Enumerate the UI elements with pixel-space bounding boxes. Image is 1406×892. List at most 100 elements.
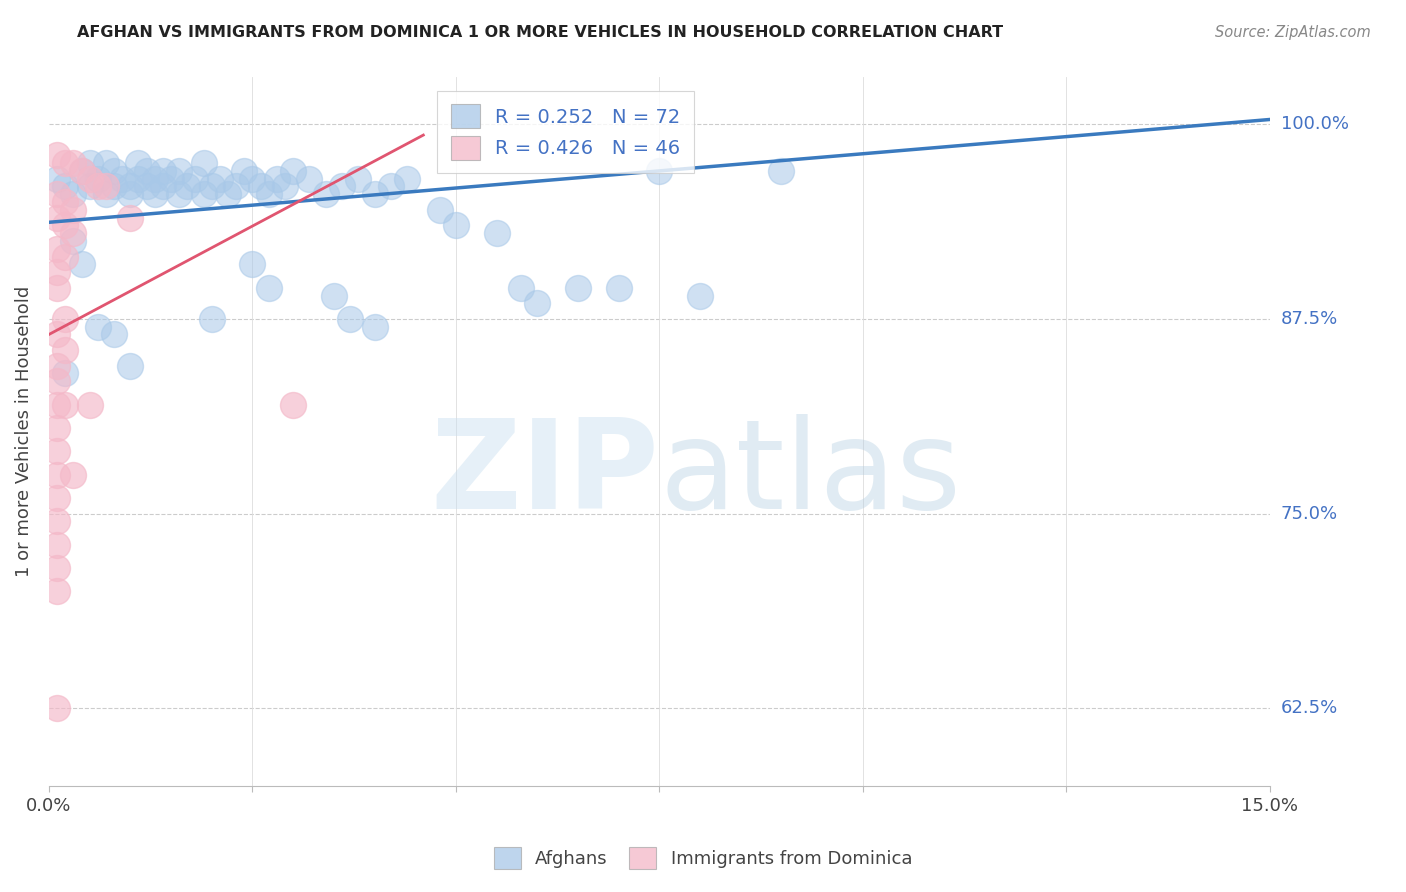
Point xyxy=(46,359,69,373)
Point xyxy=(225,179,247,194)
Point xyxy=(79,398,101,412)
Point xyxy=(281,164,304,178)
Point xyxy=(46,148,69,162)
Point xyxy=(770,164,793,178)
Point xyxy=(120,359,142,373)
Point xyxy=(46,265,69,279)
Point xyxy=(249,179,271,194)
Point xyxy=(94,187,117,202)
Point xyxy=(46,491,69,505)
Point xyxy=(510,281,533,295)
Point xyxy=(233,164,256,178)
Point xyxy=(87,319,110,334)
Point xyxy=(46,421,69,435)
Point xyxy=(70,257,93,271)
Text: 62.5%: 62.5% xyxy=(1281,699,1339,717)
Point xyxy=(62,467,84,482)
Point xyxy=(62,156,84,170)
Point xyxy=(380,179,402,194)
Point xyxy=(396,171,419,186)
Point xyxy=(201,179,224,194)
Point xyxy=(46,187,69,202)
Point xyxy=(79,171,101,186)
Point xyxy=(143,171,166,186)
Point xyxy=(46,211,69,225)
Point xyxy=(128,171,150,186)
Point xyxy=(208,171,231,186)
Point xyxy=(111,171,134,186)
Point xyxy=(46,467,69,482)
Text: 100.0%: 100.0% xyxy=(1281,115,1348,133)
Text: Source: ZipAtlas.com: Source: ZipAtlas.com xyxy=(1215,25,1371,40)
Text: 87.5%: 87.5% xyxy=(1281,310,1339,328)
Point xyxy=(70,164,93,178)
Point xyxy=(46,281,69,295)
Point xyxy=(176,179,198,194)
Point xyxy=(201,311,224,326)
Point xyxy=(87,171,110,186)
Point xyxy=(242,257,264,271)
Point xyxy=(46,538,69,552)
Text: AFGHAN VS IMMIGRANTS FROM DOMINICA 1 OR MORE VEHICLES IN HOUSEHOLD CORRELATION C: AFGHAN VS IMMIGRANTS FROM DOMINICA 1 OR … xyxy=(77,25,1004,40)
Point xyxy=(429,202,451,217)
Point xyxy=(257,187,280,202)
Point xyxy=(79,156,101,170)
Point xyxy=(347,171,370,186)
Point xyxy=(167,164,190,178)
Point xyxy=(46,327,69,342)
Point xyxy=(53,311,76,326)
Text: atlas: atlas xyxy=(659,414,962,535)
Point xyxy=(70,164,93,178)
Point xyxy=(79,179,101,194)
Point xyxy=(184,171,207,186)
Point xyxy=(62,202,84,217)
Point xyxy=(135,164,157,178)
Text: ZIP: ZIP xyxy=(430,414,659,535)
Point xyxy=(103,179,125,194)
Point xyxy=(128,156,150,170)
Point xyxy=(242,171,264,186)
Point xyxy=(53,219,76,233)
Point xyxy=(648,164,671,178)
Point xyxy=(689,288,711,302)
Legend: R = 0.252   N = 72, R = 0.426   N = 46: R = 0.252 N = 72, R = 0.426 N = 46 xyxy=(437,91,695,173)
Point xyxy=(94,179,117,194)
Point xyxy=(62,187,84,202)
Point xyxy=(330,179,353,194)
Point xyxy=(53,398,76,412)
Point xyxy=(193,187,215,202)
Point xyxy=(46,242,69,256)
Point xyxy=(217,187,239,202)
Point xyxy=(322,288,344,302)
Point xyxy=(53,343,76,357)
Point xyxy=(46,701,69,715)
Point xyxy=(53,250,76,264)
Point xyxy=(53,195,76,210)
Point xyxy=(120,211,142,225)
Text: 75.0%: 75.0% xyxy=(1281,505,1339,523)
Point xyxy=(53,367,76,381)
Y-axis label: 1 or more Vehicles in Household: 1 or more Vehicles in Household xyxy=(15,286,32,577)
Point xyxy=(46,444,69,458)
Point xyxy=(53,179,76,194)
Point xyxy=(120,179,142,194)
Point xyxy=(143,187,166,202)
Point xyxy=(167,187,190,202)
Point xyxy=(363,187,385,202)
Point xyxy=(257,281,280,295)
Point xyxy=(315,187,337,202)
Point xyxy=(152,164,174,178)
Point xyxy=(46,514,69,528)
Point xyxy=(120,187,142,202)
Point xyxy=(266,171,288,186)
Point xyxy=(281,398,304,412)
Point xyxy=(567,281,589,295)
Point xyxy=(607,281,630,295)
Point xyxy=(46,561,69,575)
Point xyxy=(94,156,117,170)
Point xyxy=(274,179,297,194)
Point xyxy=(339,311,361,326)
Point xyxy=(46,171,69,186)
Point xyxy=(87,179,110,194)
Point xyxy=(363,319,385,334)
